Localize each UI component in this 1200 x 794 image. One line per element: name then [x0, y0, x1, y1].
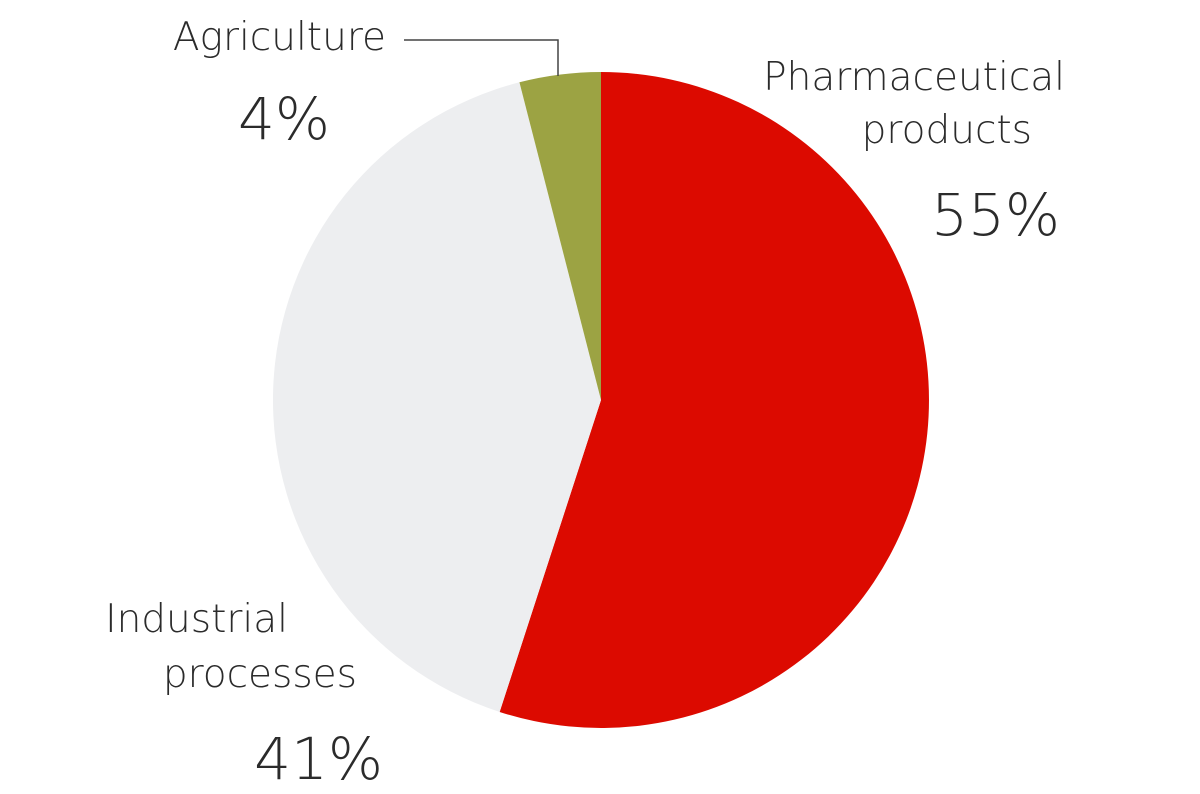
agriculture-leader-line: [404, 39, 559, 76]
pharma-label-line1: Pharmaceutical: [763, 55, 1065, 100]
slice-agriculture: [519, 72, 601, 400]
agriculture-value-label: 4%: [238, 85, 330, 153]
slice-pharmaceutical-products: [499, 72, 929, 729]
pharma-value-label: 55%: [931, 181, 1060, 249]
agriculture-label: Agriculture: [173, 15, 386, 60]
industrial-value-label: 41%: [254, 725, 383, 793]
slice-industrial-processes: [272, 82, 601, 712]
pie-slices: [272, 72, 929, 729]
pharma-label-line2: products: [862, 108, 1032, 153]
industrial-label-line2: processes: [163, 652, 357, 697]
industrial-label-line1: Industrial: [105, 597, 288, 642]
